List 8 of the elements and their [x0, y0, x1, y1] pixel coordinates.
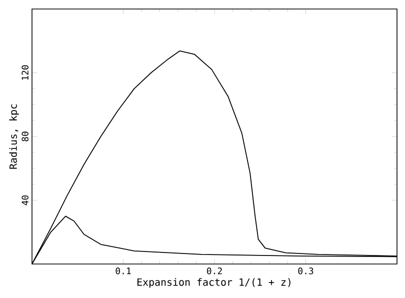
x-tick-label: 0.2	[206, 268, 222, 274]
x-axis-title: Expansion factor 1/(1 + z)	[137, 278, 290, 288]
x-tick-label: 0.1	[116, 268, 131, 274]
y-axis-title: Radius, kpc	[9, 104, 19, 169]
y-tick-label: 40	[22, 195, 28, 206]
x-tick-label: 0.3	[298, 268, 314, 274]
y-tick-label: 120	[22, 65, 28, 80]
y-tick-label: 80	[22, 132, 28, 142]
